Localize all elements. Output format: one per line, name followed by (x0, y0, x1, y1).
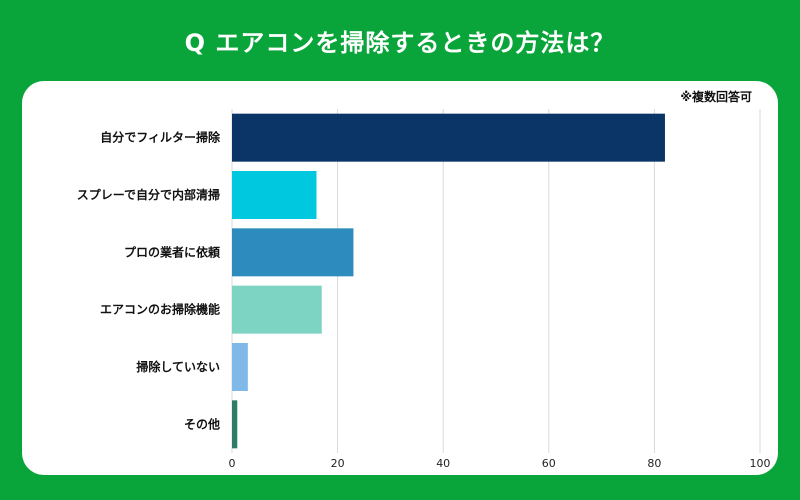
x-tick-label-4: 80 (647, 457, 661, 470)
chart-title: Q エアコンを掃除するときの方法は？ (184, 28, 616, 57)
category-label-4: 掃除していない (136, 359, 220, 374)
category-label-2: プロの業者に依頼 (124, 244, 221, 259)
category-label-0: 自分でフィルター掃除 (100, 130, 221, 145)
bar-3 (232, 285, 322, 334)
bar-0 (232, 113, 665, 162)
bar-1 (232, 171, 317, 219)
bar-chart: 自分でフィルター掃除スプレーで自分で内部清掃プロの業者に依頼エアコンのお掃除機能… (77, 109, 771, 470)
x-tick-label-3: 60 (542, 457, 556, 470)
x-tick-label-1: 20 (331, 457, 345, 470)
category-label-1: スプレーで自分で内部清掃 (77, 187, 220, 202)
category-label-5: その他 (184, 416, 220, 431)
bar-4 (232, 343, 248, 391)
x-tick-label-2: 40 (436, 457, 450, 470)
bar-2 (232, 228, 354, 277)
x-tick-label-0: 0 (229, 457, 236, 470)
category-label-3: エアコンのお掃除機能 (100, 302, 220, 317)
x-tick-label-5: 100 (750, 457, 771, 470)
bar-5 (232, 400, 238, 449)
multiple-answers-note: ※複数回答可 (680, 90, 752, 104)
chart-card: ※複数回答可 自分でフィルター掃除スプレーで自分で内部清掃プロの業者に依頼エアコ… (22, 81, 778, 475)
